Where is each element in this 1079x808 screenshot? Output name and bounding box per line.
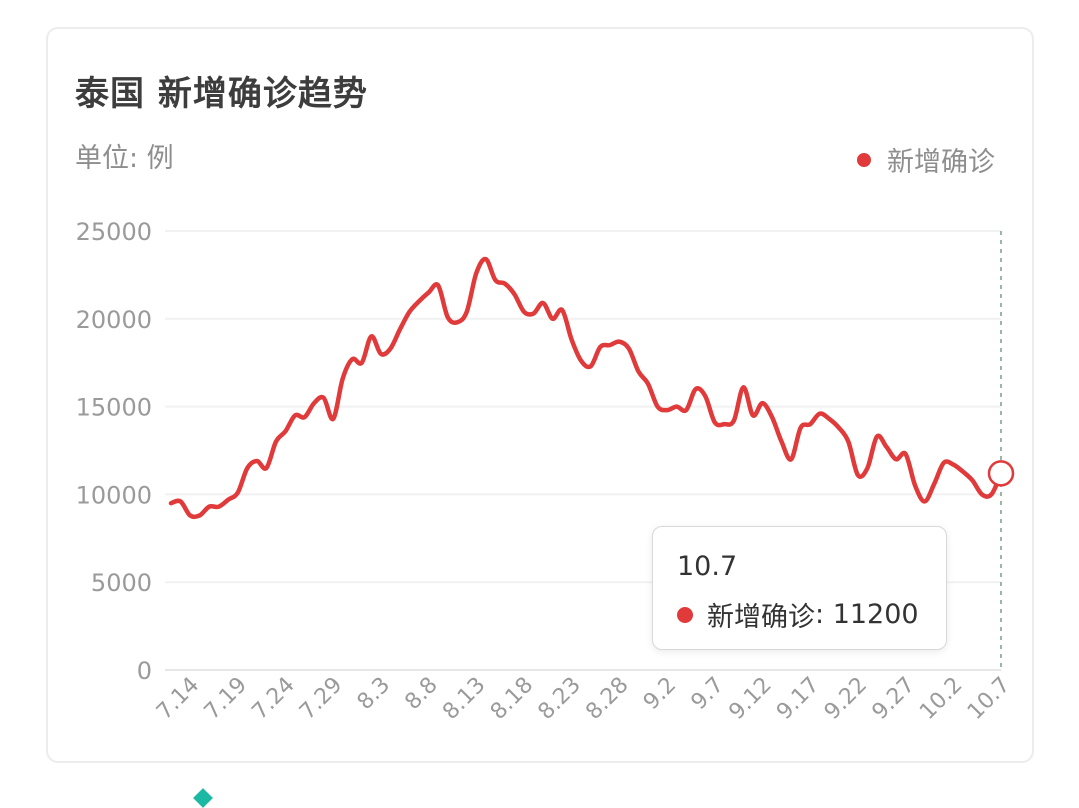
x-tick-label: 9.27 [868, 673, 920, 725]
tooltip-series-label: 新增确诊 [707, 602, 815, 633]
x-tick-label: 8.28 [581, 673, 633, 725]
tooltip-date: 10.7 [677, 551, 738, 582]
grid-lines [165, 230, 1001, 671]
x-tick-label: 10.7 [963, 673, 1015, 725]
y-tick-label: 0 [137, 657, 152, 685]
x-axis-ticks: 7.147.197.247.29 8.3 8.88.138.188.238.28 9.… [152, 673, 1015, 725]
legend-dot [857, 152, 871, 167]
x-tick-label: 8.8 [400, 673, 442, 715]
legend[interactable]: 新增确诊 [857, 140, 995, 179]
chart-title: 泰国 新增确诊趋势 [75, 74, 368, 114]
x-tick-label: 9.2 [639, 673, 681, 715]
series-line-new-cases[interactable] [168, 256, 1004, 520]
x-tick-label: 9.22 [820, 673, 872, 725]
x-tick-label: 10.2 [915, 673, 967, 725]
hover-point[interactable] [987, 460, 1015, 487]
x-tick-label: 8.13 [438, 673, 490, 725]
x-tick-label: 7.19 [200, 673, 252, 725]
y-tick-label: 15000 [76, 394, 152, 422]
y-tick-label: 20000 [76, 306, 152, 334]
tooltip-separator: : [815, 599, 833, 630]
x-tick-label: 7.29 [295, 673, 347, 725]
tooltip: 10.7 新增确诊: 11200 [652, 526, 947, 650]
tooltip-value: 11200 [832, 599, 919, 630]
unit-label: 单位: 例 [75, 143, 174, 174]
tooltip-row: 新增确诊: 11200 [677, 595, 946, 634]
x-tick-label: 9.17 [772, 673, 824, 725]
y-tick-label: 10000 [76, 481, 152, 509]
legend-label: 新增确诊 [887, 147, 995, 178]
x-tick-label: 9.12 [724, 673, 776, 725]
x-tick-label: 7.24 [247, 673, 299, 725]
x-tick-label: 9.7 [687, 673, 729, 715]
x-tick-label: 7.14 [152, 673, 204, 725]
y-tick-label: 25000 [76, 218, 152, 246]
x-tick-label: 8.3 [353, 673, 395, 715]
y-axis-ticks: 0 5000 10000 15000 20000 25000 [76, 218, 152, 685]
y-tick-label: 5000 [91, 569, 152, 597]
tooltip-dot [677, 606, 693, 623]
x-tick-label: 8.18 [486, 673, 538, 725]
x-tick-label: 8.23 [534, 673, 586, 725]
